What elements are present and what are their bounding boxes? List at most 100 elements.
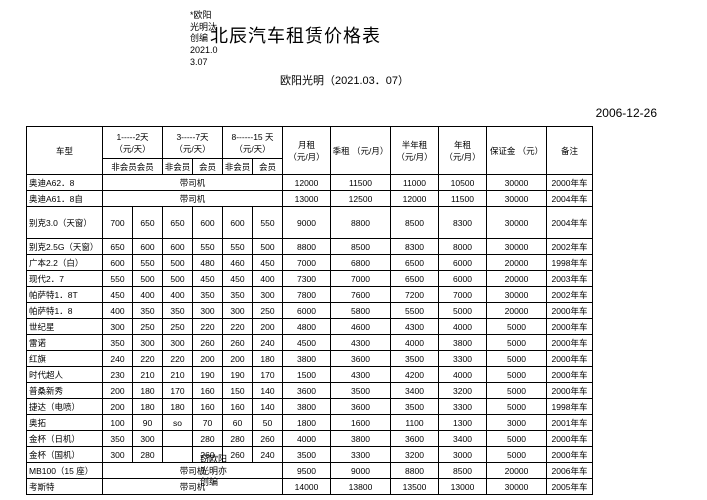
table-body: 奥迪A62．8带司机12000115001100010500300002000年… (27, 175, 593, 495)
cell-year: 3300 (439, 399, 487, 415)
cell-day-rate: 70 (193, 415, 223, 431)
cell-deposit: 20000 (487, 271, 547, 287)
cell-day-rate: 550 (103, 271, 133, 287)
table-row: 金杯（国机）3002802602602403500330032003000500… (27, 447, 593, 463)
cell-day-rate: 190 (223, 367, 253, 383)
cell-day-rate: 550 (133, 255, 163, 271)
cell-deposit: 20000 (487, 463, 547, 479)
cell-day-rate: 180 (133, 383, 163, 399)
cell-day-rate: 550 (223, 239, 253, 255)
cell-day-rate: 240 (253, 335, 283, 351)
table-row: 帕萨特1．8T450400400350350300780076007200700… (27, 287, 593, 303)
cell-season: 1600 (331, 415, 391, 431)
hdr-season: 季租 （元/月） (331, 127, 391, 175)
cell-remark: 2000年车 (547, 175, 593, 191)
cell-day-rate: 240 (253, 447, 283, 463)
cell-deposit: 5000 (487, 367, 547, 383)
cell-month: 3800 (283, 351, 331, 367)
cell-model: MB100（15 座） (27, 463, 103, 479)
cell-day-rate: 220 (163, 351, 193, 367)
table-row: 别克2.5G（天窗）650600600550550500880085008300… (27, 239, 593, 255)
cell-deposit: 30000 (487, 239, 547, 255)
cell-model: 奥迪A62．8 (27, 175, 103, 191)
cell-year: 5000 (439, 303, 487, 319)
cell-half: 3600 (391, 431, 439, 447)
cell-half: 3500 (391, 399, 439, 415)
hdr-g2-non: 非会员 (163, 159, 193, 175)
cell-model: 帕萨特1．8T (27, 287, 103, 303)
cell-day-rate: 350 (133, 303, 163, 319)
cell-year: 3000 (439, 447, 487, 463)
cell-season: 5800 (331, 303, 391, 319)
cell-day-rate: 140 (253, 399, 283, 415)
cell-day-rate: 200 (223, 351, 253, 367)
cell-remark: 2000年车 (547, 431, 593, 447)
cell-deposit: 3000 (487, 415, 547, 431)
cell-year: 13000 (439, 479, 487, 495)
cell-day-rate: 200 (253, 319, 283, 335)
cell-day-rate: 220 (133, 351, 163, 367)
cell-day-rate: 600 (133, 239, 163, 255)
cell-day-rate: 190 (193, 367, 223, 383)
cell-day-rate: 400 (133, 287, 163, 303)
cell-day-rate: 300 (103, 319, 133, 335)
cell-day-rate: 300 (223, 303, 253, 319)
cell-month: 4800 (283, 319, 331, 335)
cell-day-rate: 350 (223, 287, 253, 303)
cell-day-rate: 170 (253, 367, 283, 383)
cell-deposit: 5000 (487, 319, 547, 335)
table-row: 捷达（电喷）2001801801601601403800360035003300… (27, 399, 593, 415)
cell-deposit: 5000 (487, 399, 547, 415)
cell-half: 6500 (391, 271, 439, 287)
stamp-bottom: 窃欧阳 光明亦 创编 (200, 454, 227, 489)
cell-half: 11000 (391, 175, 439, 191)
cell-deposit: 5000 (487, 447, 547, 463)
cell-deposit: 5000 (487, 383, 547, 399)
cell-model: 金杯（国机） (27, 447, 103, 463)
cell-month: 3600 (283, 383, 331, 399)
hdr-g3-non: 非会员 (223, 159, 253, 175)
cell-season: 8800 (331, 207, 391, 239)
cell-year: 8300 (439, 207, 487, 239)
table-row: 奥拓10090so706050180016001100130030002001年… (27, 415, 593, 431)
cell-day-rate: 280 (133, 447, 163, 463)
cell-day-rate: 180 (253, 351, 283, 367)
cell-half: 3200 (391, 447, 439, 463)
cell-day-rate: 180 (133, 399, 163, 415)
cell-remark: 2002年车 (547, 239, 593, 255)
cell-day-rate: 480 (193, 255, 223, 271)
cell-model: 普桑新秀 (27, 383, 103, 399)
cell-day-rate: 500 (133, 271, 163, 287)
cell-day-rate: 200 (103, 383, 133, 399)
cell-remark: 2000年车 (547, 367, 593, 383)
cell-year: 6000 (439, 255, 487, 271)
cell-day-rate: 450 (193, 271, 223, 287)
cell-day-rate: 260 (253, 431, 283, 447)
cell-day-rate: 280 (193, 431, 223, 447)
cell-remark: 2000年车 (547, 447, 593, 463)
cell-season: 4300 (331, 335, 391, 351)
cell-day-rate: so (163, 415, 193, 431)
cell-half: 6500 (391, 255, 439, 271)
table-row: 普桑新秀200180170160150140360035003400320050… (27, 383, 593, 399)
hdr-month: 月租（元/月） (283, 127, 331, 175)
cell-model: 奥拓 (27, 415, 103, 431)
cell-month: 14000 (283, 479, 331, 495)
cell-day-rate: 300 (133, 335, 163, 351)
cell-day-rate: 170 (163, 383, 193, 399)
cell-day-rate: 250 (133, 319, 163, 335)
cell-day-rate: 400 (103, 303, 133, 319)
cell-day-rate: 210 (163, 367, 193, 383)
cell-remark: 1998年车 (547, 255, 593, 271)
cell-day-rate: 160 (193, 399, 223, 415)
cell-deposit: 5000 (487, 351, 547, 367)
cell-season: 3600 (331, 351, 391, 367)
cell-model: 雷诺 (27, 335, 103, 351)
cell-half: 4000 (391, 335, 439, 351)
cell-half: 13500 (391, 479, 439, 495)
cell-season: 6800 (331, 255, 391, 271)
cell-model: 金杯（日机） (27, 431, 103, 447)
cell-day-rate: 350 (103, 335, 133, 351)
hdr-model: 车型 (27, 127, 103, 175)
cell-deposit: 20000 (487, 255, 547, 271)
